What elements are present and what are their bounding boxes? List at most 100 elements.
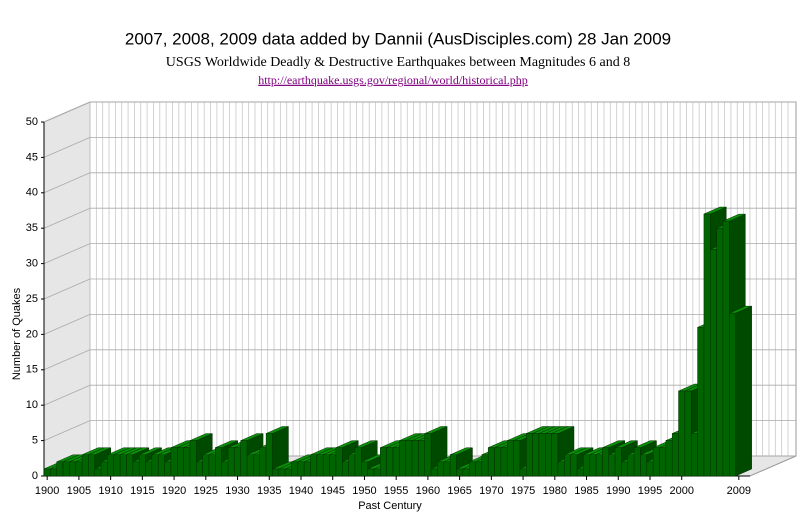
bar [418,440,425,477]
bar [373,468,381,477]
x-tick-label: 1910 [98,485,122,497]
x-tick-label: 1955 [384,485,408,497]
bar [646,461,654,477]
bar [633,447,641,477]
grid-line [43,243,91,264]
bar [570,454,578,477]
x-tick-label: 1995 [638,485,662,497]
bar [475,461,483,477]
bar [703,213,711,477]
bar [341,461,349,477]
bar [557,461,565,477]
bar [652,447,660,477]
bar [367,468,375,477]
x-tick-label: 1900 [35,485,59,497]
bar [164,461,172,477]
y-tick-label: 5 [32,435,38,447]
bar [138,454,146,477]
bar [443,461,451,477]
x-axis-label: Past Century [358,500,422,512]
x-tick-label: 1970 [479,485,503,497]
bar [722,220,730,477]
bar [627,454,635,477]
bar [684,390,692,477]
bar [500,447,508,477]
bar [348,454,356,477]
bar [614,447,622,477]
bar-side [735,305,752,477]
bar [56,461,64,477]
bar [291,461,299,477]
bar [449,454,457,477]
x-tick-label: 1975 [511,485,535,497]
bar [81,454,89,477]
bar [583,454,590,477]
bar [75,461,83,477]
bar [310,454,318,477]
bar [284,468,292,477]
bar [437,461,445,477]
y-tick-label: 10 [26,399,38,411]
x-tick-label: 1915 [130,485,154,497]
bar [386,447,394,477]
bar [621,461,629,477]
bar [240,440,248,477]
bar [595,454,603,477]
bar [215,447,222,477]
bar [526,433,533,477]
bar [506,440,514,477]
y-tick-label: 30 [26,258,38,270]
bar [551,433,559,477]
bar [88,454,96,477]
bar [253,454,260,477]
bar [354,447,362,477]
y-tick-label: 25 [26,293,38,305]
bar [246,454,254,477]
y-tick-label: 0 [32,470,38,482]
x-tick-label: 1965 [447,485,471,497]
bar [234,447,241,477]
x-tick-label: 1980 [543,485,567,497]
bar [411,440,419,477]
bar [335,447,343,477]
y-tick-label: 15 [26,364,38,376]
bar [202,454,210,477]
grid-line [43,314,91,335]
bar [132,461,140,477]
bar [278,468,286,477]
bar [107,454,115,477]
bar [265,433,273,477]
bar-group [729,305,752,477]
bar [119,454,127,477]
bar [697,327,705,477]
bar [126,454,134,477]
bar [94,468,102,477]
bar [481,454,489,477]
bar [62,461,70,477]
bar [671,433,679,477]
bar [145,461,153,477]
grid-line [43,420,91,441]
bar [564,454,571,477]
grid-line [43,278,91,300]
x-tick-label: 1940 [289,485,313,497]
source-link[interactable]: http://earthquake.usgs.gov/regional/worl… [258,73,528,87]
bar [519,468,527,477]
chart-subtitle: USGS Worldwide Deadly & Destructive Eart… [166,55,630,70]
bar [69,461,76,477]
bar [716,227,724,477]
x-tick-label: 1950 [352,485,376,497]
bar [183,447,191,477]
bar [532,433,540,477]
bar [608,454,616,477]
bar [640,454,648,477]
grid-line [43,172,91,194]
bar [316,454,324,477]
bar [227,447,235,477]
grid-line [43,349,91,371]
y-tick-label: 50 [26,116,38,128]
bar [113,454,121,477]
bar [659,447,667,477]
bar [690,433,698,477]
y-tick-label: 40 [26,187,38,199]
